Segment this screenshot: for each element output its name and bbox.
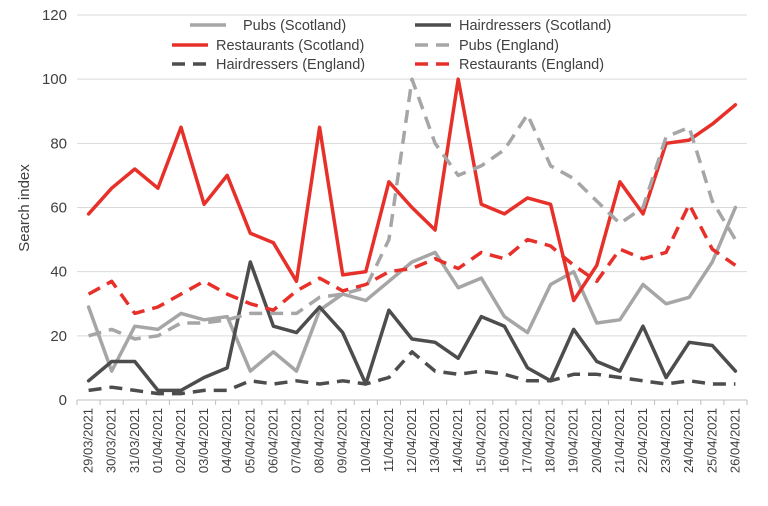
legend-label: Pubs (England) (459, 38, 559, 54)
series-line-pubs-scotland (86, 205, 738, 373)
axes: 0 20 40 60 80 100 120 29/03/2021 30/03/2021 31/03… (42, 7, 748, 473)
legend-label: Pubs (Scotland) (243, 18, 346, 34)
x-tick-label: 29/03/2021 (81, 408, 96, 473)
series-line-restaurants-scotland (86, 77, 738, 303)
y-tick-label: 0 (59, 392, 67, 409)
x-tick-label: 16/04/2021 (496, 408, 511, 473)
series-line-pubs-england (88, 77, 737, 341)
x-tick-label: 30/03/2021 (104, 408, 119, 473)
x-tick-label: 25/04/2021 (704, 408, 719, 473)
x-tick-label: 10/04/2021 (358, 408, 373, 473)
x-tick-label: 13/04/2021 (427, 408, 442, 473)
legend-entry: Hairdressers (Scotland) (415, 18, 611, 34)
legend-label: Restaurants (Scotland) (216, 38, 364, 54)
x-tick-label: 23/04/2021 (658, 408, 673, 473)
y-tick-label: 100 (42, 71, 67, 88)
x-tick-label: 26/04/2021 (727, 408, 742, 473)
legend-entry: Hairdressers (England) (172, 57, 365, 73)
x-tick-label: 02/04/2021 (173, 408, 188, 473)
legend-entry: Restaurants (England) (415, 57, 604, 73)
series-line-hairdressers-england (88, 350, 736, 396)
x-tick-label: 24/04/2021 (681, 408, 696, 473)
x-tick-label: 22/04/2021 (635, 408, 650, 473)
y-tick-label: 80 (50, 135, 67, 152)
x-tick-label: 08/04/2021 (312, 408, 327, 473)
x-tick-label: 07/04/2021 (288, 408, 303, 473)
legend-label: Hairdressers (England) (216, 57, 365, 73)
y-tick-label: 60 (50, 200, 67, 217)
x-tick-label: 20/04/2021 (589, 408, 604, 473)
x-tick-label: 04/04/2021 (219, 408, 234, 473)
y-tick-label: 20 (50, 328, 67, 345)
y-axis-title: Search index (16, 164, 33, 252)
legend-label: Restaurants (England) (459, 57, 604, 73)
x-tick-label: 31/03/2021 (127, 408, 142, 473)
x-tick-label: 12/04/2021 (404, 408, 419, 473)
x-tick-label: 15/04/2021 (473, 408, 488, 473)
x-tick-label: 06/04/2021 (265, 408, 280, 473)
series-lines (86, 77, 738, 396)
x-tick-label: 19/04/2021 (566, 408, 581, 473)
y-tick-label: 120 (42, 7, 67, 24)
legend-entry: Pubs (England) (415, 38, 559, 54)
x-tick-label: 21/04/2021 (612, 408, 627, 473)
y-tick-label: 40 (50, 264, 67, 281)
x-tick-label: 11/04/2021 (381, 408, 396, 472)
legend-label: Hairdressers (Scotland) (459, 18, 611, 34)
x-tick-label: 14/04/2021 (450, 408, 465, 473)
series-line-hairdressers-scotland (86, 260, 738, 393)
series-line-restaurants-england (87, 202, 737, 316)
legend: Pubs (Scotland) Hairdressers (Scotland) Re… (172, 18, 611, 73)
legend-entry: Restaurants (Scotland) (172, 38, 364, 54)
x-tick-label: 17/04/2021 (520, 408, 535, 473)
x-tick-label: 05/04/2021 (242, 408, 257, 473)
x-tick-label: 01/04/2021 (150, 408, 165, 473)
legend-entry: Pubs (Scotland) (190, 18, 346, 34)
x-tick-label: 03/04/2021 (196, 408, 211, 473)
x-tick-label: 09/04/2021 (335, 408, 350, 473)
x-tick-label: 18/04/2021 (543, 408, 558, 473)
